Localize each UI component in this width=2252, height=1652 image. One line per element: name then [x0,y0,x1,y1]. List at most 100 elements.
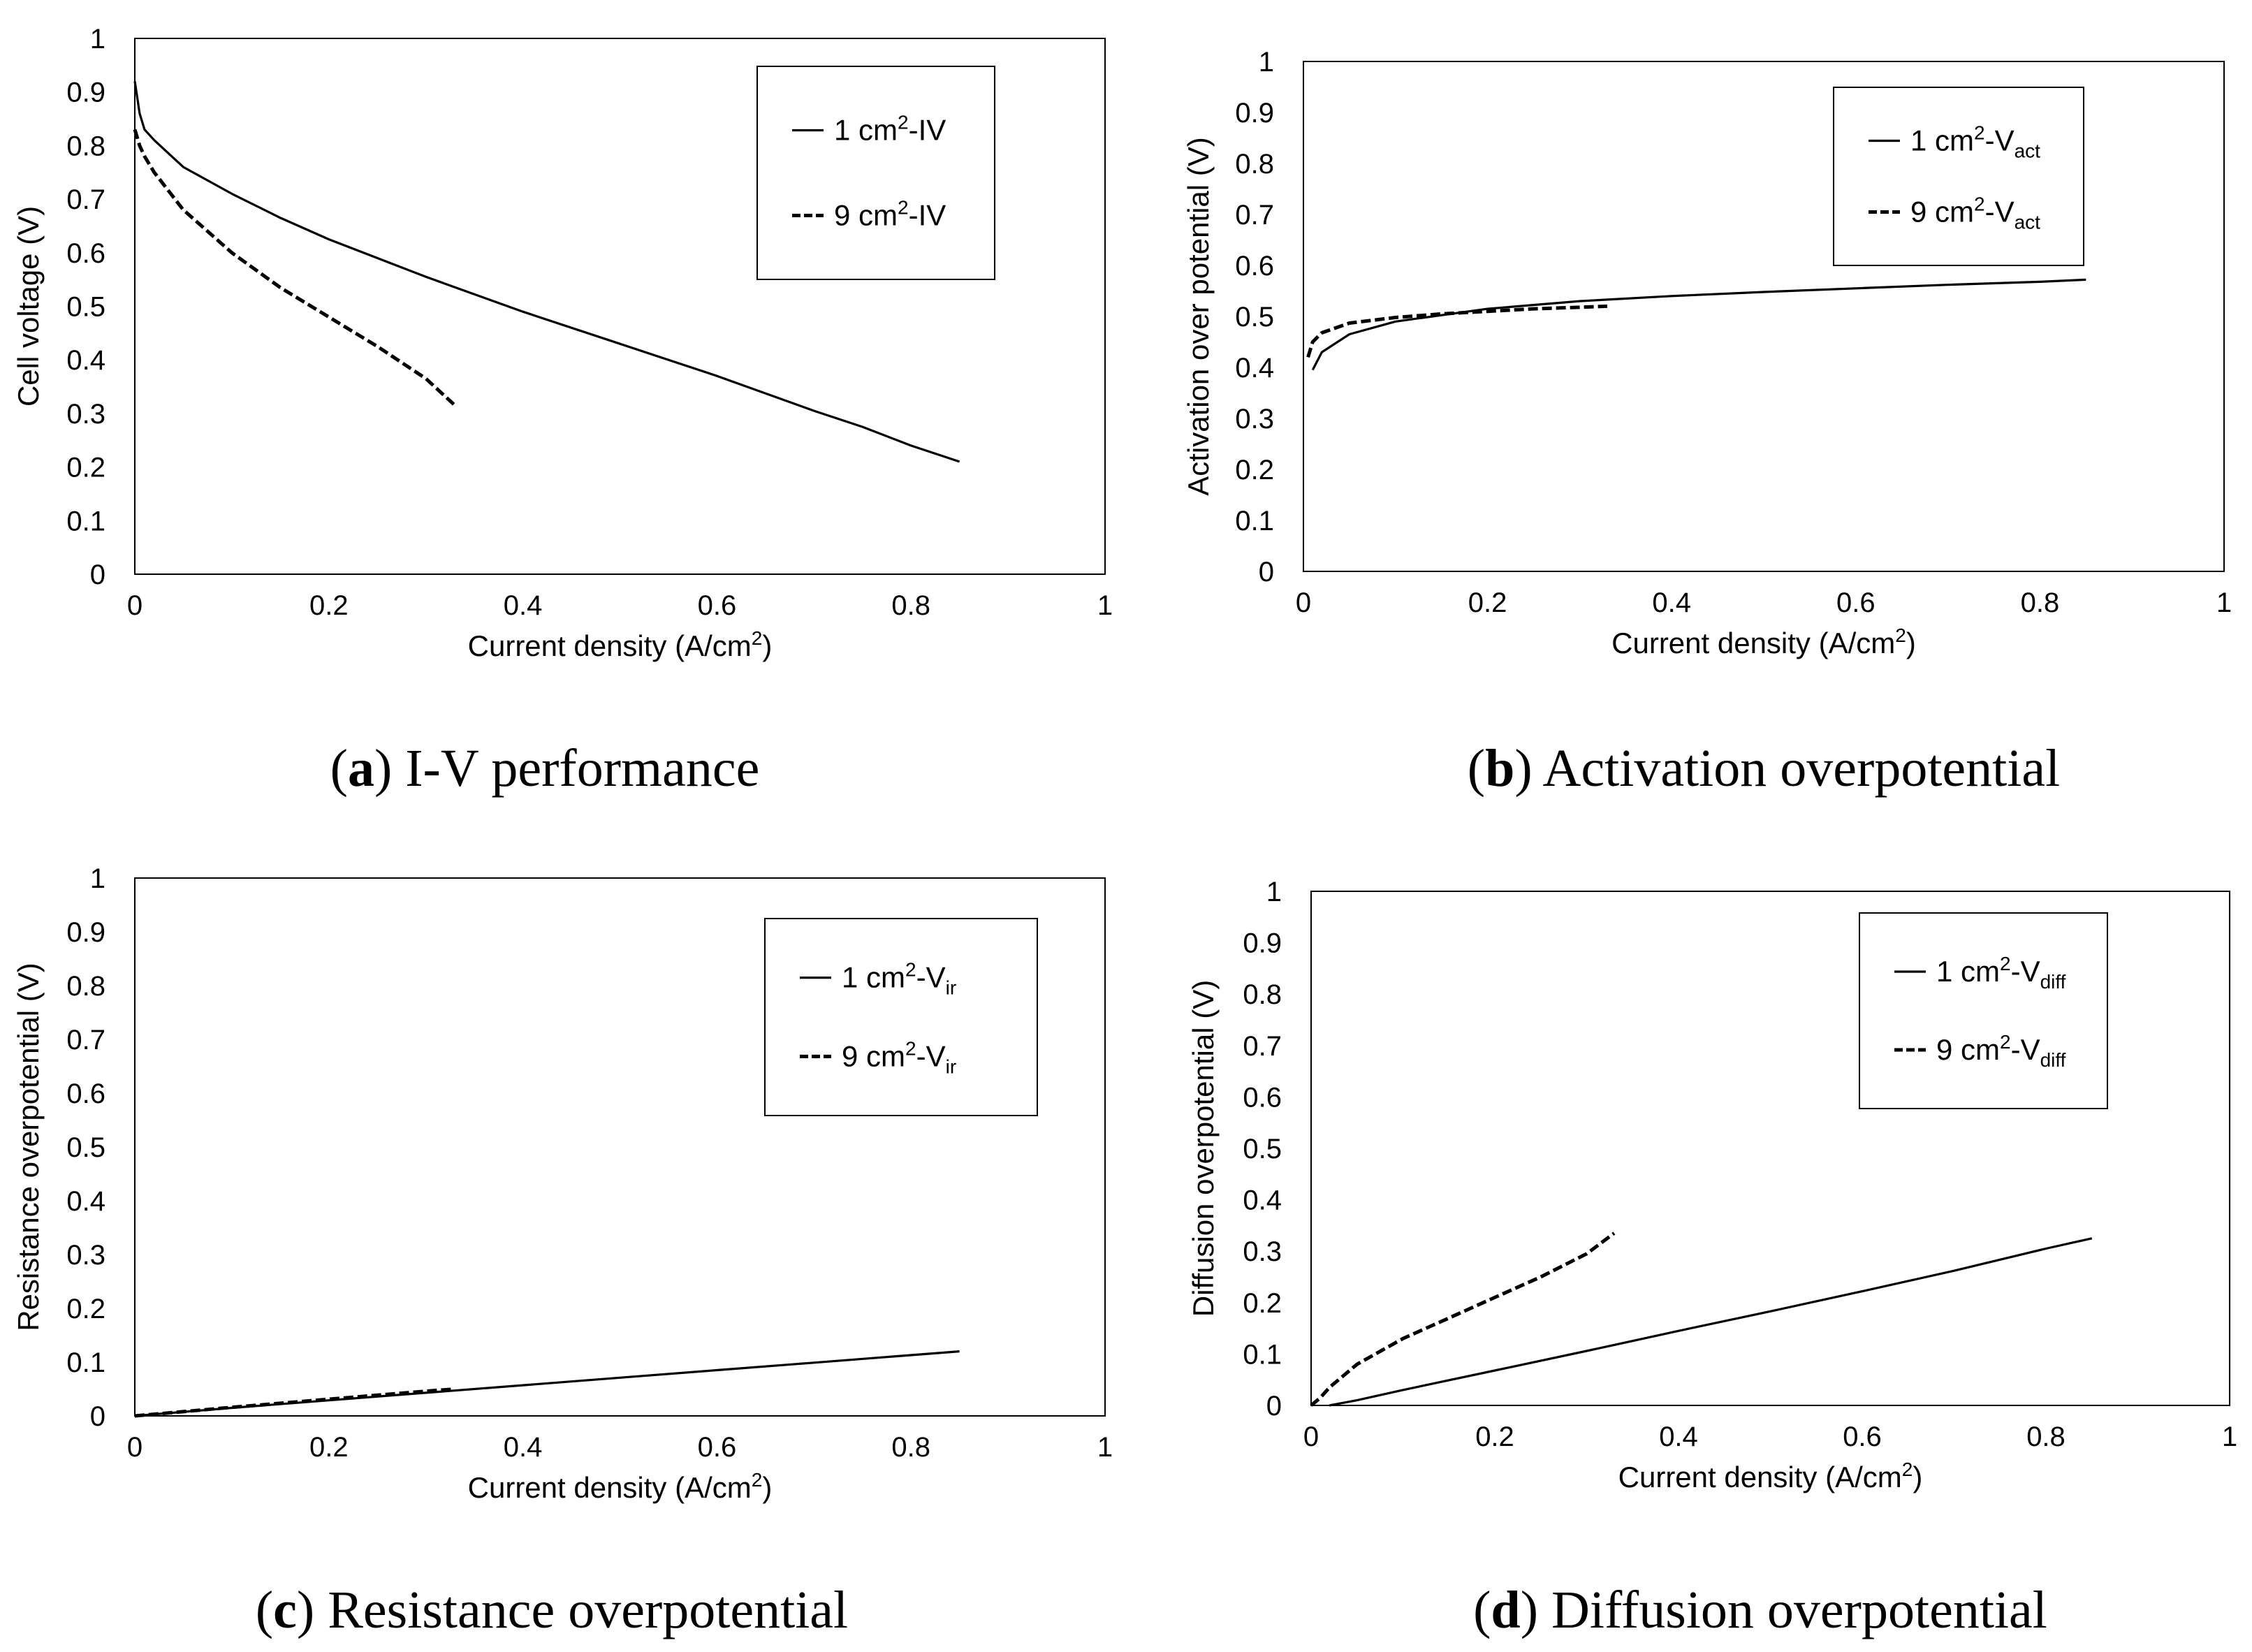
legend-label-sub: ir [946,977,957,999]
caption-paren-close: ) [374,739,405,798]
legend-label-pre: 9 cm [1910,196,1974,228]
y-tick-label: 0.6 [1243,1082,1282,1113]
legend-label-sup: 2 [1974,122,1985,144]
x-axis-label: Current density (A/cm2) [468,1469,773,1504]
legend-label-2: 9 cm2-Vact [1910,193,2040,233]
legend-label-mid: -V [916,961,946,994]
legend-label-1: 1 cm2-Vir [842,959,956,999]
x-axis-label-text: Current density (A/cm [468,1471,752,1504]
x-tick-label: 0.4 [504,590,543,621]
series-line-2 [133,129,457,407]
legend-label-sub: act [2015,140,2041,162]
y-tick-label: 0.4 [1235,353,1274,383]
legend-label-mid: -IV [909,199,946,232]
legend-frame [756,66,995,280]
x-axis-label-end: ) [762,1471,772,1504]
legend-label-sub: diff [2040,971,2066,993]
legend-label-sub: act [2015,212,2041,233]
legend-label-pre: 1 cm [842,961,905,994]
chart-panel-b: 0 0.2 0.4 0.6 0.8 1 0 0.1 0.2 0.3 0.4 0.5 0.6 0.7 0.8 0… [1182,47,2232,798]
y-tick-label: 0.4 [1243,1185,1282,1216]
legend-label-pre: 9 cm [834,199,898,232]
series-line-1 [133,81,960,463]
y-tick-label: 0.2 [1235,455,1274,485]
caption-paren-close: ) [297,1581,328,1639]
x-axis-label-sup: 2 [752,627,763,649]
caption-paren-open: ( [256,1581,273,1639]
legend-label-mid: -V [2011,1033,2040,1066]
y-tick-label: 1 [1266,877,1282,907]
x-tick-label: 0.8 [2026,1421,2065,1452]
chart-panel-a: 0 0.2 0.4 0.6 0.8 1 0 0.1 0.2 0.3 0.4 0.5 0.6 0.7 0.8 0… [12,24,1113,798]
x-tick-label: 0 [1296,587,1311,618]
legend-label-mid: -V [916,1039,946,1072]
y-tick-label: 1 [90,863,105,894]
legend-label-sup: 2 [2000,1031,2011,1053]
legend-label-2: 9 cm2-Vdiff [1936,1031,2066,1071]
chart-panel-c: 0 0.2 0.4 0.6 0.8 1 0 0.1 0.2 0.3 0.4 0.5 0.6 0.7 0.8 0… [12,863,1113,1639]
x-tick-label: 0.8 [891,590,930,621]
caption-paren-close: ) [1514,739,1542,798]
legend-label-sup: 2 [905,959,916,981]
legend-label-sup: 2 [898,197,909,219]
y-tick-label: 0.5 [1243,1134,1282,1164]
legend-label-mid: -V [1985,196,2015,228]
y-tick-label: 0.8 [1243,979,1282,1010]
plot-area-frame [134,877,1106,1417]
legend-label-sup: 2 [1974,193,1985,215]
series-line-2 [134,1387,455,1418]
series-line-1 [1329,1237,2093,1407]
y-tick-label: 0.1 [66,1347,105,1378]
legend-label-pre: 1 cm [1936,955,2000,988]
x-tick-label: 0.2 [1475,1421,1514,1452]
x-tick-label: 0.4 [1652,587,1691,618]
legend: 1 cm2-IV9 cm2-IV [756,66,995,280]
caption-letter: b [1485,739,1514,798]
y-axis-label: Resistance overpotential (V) [12,963,45,1331]
plot-area-frame [134,38,1106,575]
panel-caption: (d) Diffusion overpotential [1473,1581,2047,1639]
panel-caption: (c) Resistance overpotential [256,1581,848,1639]
y-tick-label: 0.3 [66,1240,105,1271]
x-axis-label-end: ) [1906,627,1916,659]
series-line-1 [1311,278,2086,371]
legend-label-2: 9 cm2-IV [834,197,946,232]
caption-text: I-V performance [405,739,759,798]
plot-area-frame [1310,891,2230,1406]
legend-label-1: 1 cm2-Vdiff [1936,953,2066,993]
y-tick-label: 0.8 [66,971,105,1002]
y-tick-label: 0.3 [66,399,105,430]
y-tick-label: 0.5 [66,292,105,323]
legend-label-sup: 2 [898,112,909,133]
y-tick-label: 0 [1259,557,1274,587]
x-tick-label: 0.6 [1836,587,1876,618]
legend-label-pre: 9 cm [842,1039,905,1072]
x-tick-label: 0.4 [1659,1421,1698,1452]
x-axis-label-sup: 2 [752,1469,763,1491]
x-tick-label: 0.6 [698,590,737,621]
x-tick-label: 0.2 [1468,587,1507,618]
x-tick-label: 0 [1303,1421,1319,1452]
caption-text: Activation overpotential [1542,739,2060,798]
caption-paren-open: ( [1473,1581,1491,1639]
y-tick-label: 0.8 [1235,149,1274,180]
legend-label-pre: 9 cm [1936,1033,2000,1066]
panel-caption: (b) Activation overpotential [1468,739,2061,798]
y-tick-label: 0.2 [66,453,105,483]
x-tick-label: 0.8 [2021,587,2060,618]
x-tick-label: 1 [1097,1432,1113,1463]
legend-label-sub: diff [2040,1049,2066,1071]
y-tick-label: 0 [90,1401,105,1432]
y-tick-label: 1 [1259,47,1274,78]
x-tick-label: 0.2 [309,590,349,621]
caption-paren-close: ) [1521,1581,1551,1639]
x-axis-label: Current density (A/cm2) [1618,1459,1923,1493]
y-tick-label: 0.7 [66,1025,105,1055]
x-tick-label: 0.8 [891,1432,930,1463]
y-tick-label: 0 [1266,1391,1282,1421]
y-tick-label: 0.4 [66,1186,105,1217]
x-tick-label: 0.4 [504,1432,543,1463]
